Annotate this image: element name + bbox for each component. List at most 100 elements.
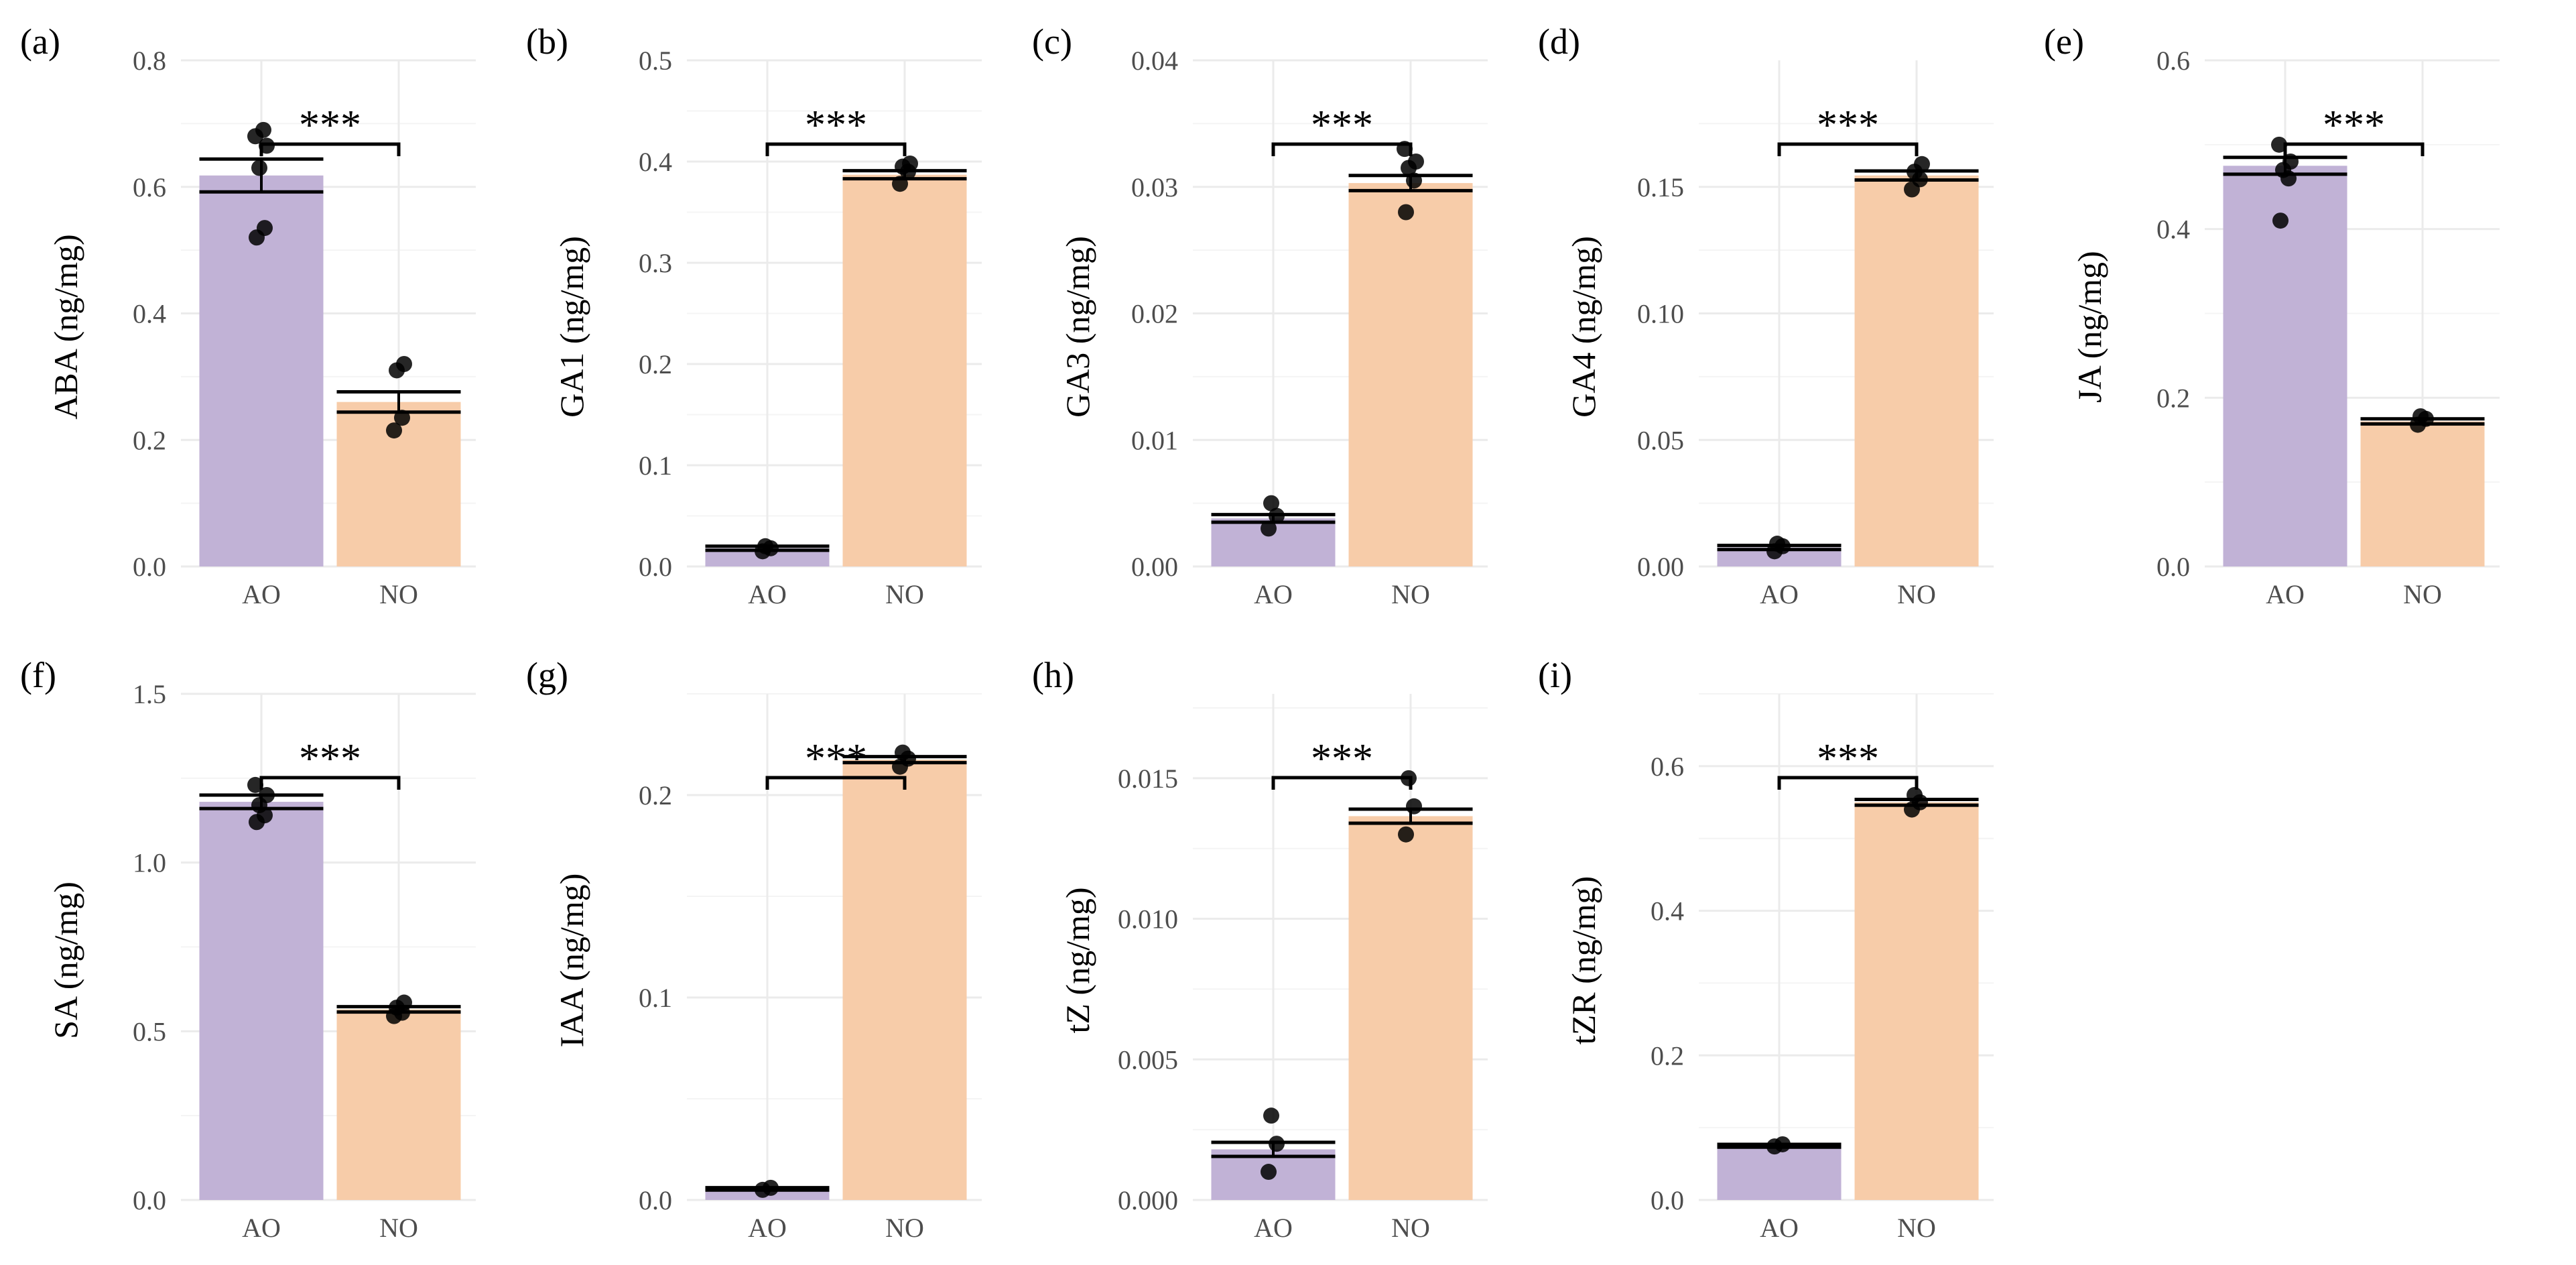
y-tick-label: 0.6 xyxy=(2156,46,2190,76)
data-point xyxy=(247,776,263,793)
y-tick-label: 0.0 xyxy=(2156,552,2190,582)
data-point xyxy=(1406,172,1422,189)
y-tick-label: 0.015 xyxy=(1118,764,1178,794)
y-tick-label: 0.15 xyxy=(1637,172,1684,202)
y-tick-label: 0.6 xyxy=(133,172,166,202)
significance-label: *** xyxy=(1311,103,1373,148)
data-point xyxy=(892,176,908,192)
data-point xyxy=(259,787,275,803)
y-tick-label: 1.0 xyxy=(133,848,166,878)
x-tick-label: NO xyxy=(379,579,418,609)
bar-ao xyxy=(2223,166,2347,566)
data-point xyxy=(1408,154,1424,170)
panel-i: 0.0 0.2 0.4 0.6 AO NO tZR (ng/mg) (i) *** xyxy=(1538,655,1994,1243)
y-axis-title: GA1 (ng/mg) xyxy=(553,236,590,418)
y-tick-label: 0.0 xyxy=(639,1185,672,1215)
y-tick-label: 0.00 xyxy=(1131,552,1178,582)
data-point xyxy=(902,156,918,172)
x-tick-label: NO xyxy=(379,1213,418,1243)
y-tick-label: 0.8 xyxy=(133,46,166,76)
data-point xyxy=(2271,136,2287,153)
data-point xyxy=(1914,156,1930,172)
significance-label: *** xyxy=(299,103,361,148)
x-tick-label: NO xyxy=(885,579,924,609)
data-point xyxy=(895,744,911,761)
data-point xyxy=(1261,520,1277,537)
data-point xyxy=(1769,536,1785,552)
panel-label: (g) xyxy=(526,655,568,695)
y-tick-label: 0.005 xyxy=(1118,1044,1178,1075)
panel-label: (f) xyxy=(20,655,56,695)
data-point xyxy=(757,538,773,554)
bar-no xyxy=(1854,802,1979,1200)
data-point xyxy=(1775,1136,1791,1152)
panel-g: 0.0 0.1 0.2 AO NO IAA (ng/mg) (g) *** xyxy=(526,655,982,1243)
x-tick-label: AO xyxy=(1254,1213,1293,1243)
y-tick-label: 0.4 xyxy=(1651,896,1684,926)
data-point xyxy=(1269,507,1285,524)
y-tick-label: 0.010 xyxy=(1118,904,1178,935)
y-tick-label: 0.3 xyxy=(639,248,672,278)
y-tick-label: 0.2 xyxy=(2156,383,2190,413)
data-point xyxy=(1263,1107,1279,1124)
panel-label: (d) xyxy=(1538,21,1580,62)
x-tick-label: AO xyxy=(1760,579,1799,609)
panel-label: (a) xyxy=(20,21,60,62)
x-tick-label: AO xyxy=(1760,1213,1799,1243)
y-axis-title: IAA (ng/mg) xyxy=(553,874,590,1048)
bar-no xyxy=(336,1009,461,1200)
y-tick-label: 0.0 xyxy=(1651,1185,1684,1215)
y-tick-label: 0.10 xyxy=(1637,299,1684,329)
data-point xyxy=(2282,154,2299,170)
data-point xyxy=(1398,826,1414,843)
y-tick-label: 0.01 xyxy=(1131,425,1178,455)
panel-h: 0.000 0.005 0.010 0.015 AO NO tZ (ng/mg) (h) *** xyxy=(1032,655,1488,1243)
bar-no xyxy=(2360,421,2485,566)
y-tick-label: 0.1 xyxy=(639,450,672,481)
significance-bracket xyxy=(765,142,907,156)
x-tick-label: AO xyxy=(1254,579,1293,609)
x-tick-label: NO xyxy=(885,1213,924,1243)
y-axis-title: tZR (ng/mg) xyxy=(1565,876,1602,1044)
y-tick-label: 0.4 xyxy=(2156,215,2190,245)
x-tick-label: AO xyxy=(748,1213,787,1243)
data-point xyxy=(255,121,271,138)
x-tick-label: AO xyxy=(748,579,787,609)
bar-no xyxy=(1854,175,1979,566)
y-tick-label: 0.1 xyxy=(639,983,672,1013)
significance-label: *** xyxy=(805,736,867,782)
data-point xyxy=(2412,408,2429,425)
panel-f: 0.0 0.5 1.0 1.5 AO NO SA (ng/mg) (f) *** xyxy=(20,655,476,1243)
y-tick-label: 0.6 xyxy=(1651,751,1684,782)
panel-label: (i) xyxy=(1538,655,1572,695)
y-tick-label: 0.04 xyxy=(1131,46,1178,76)
x-tick-label: AO xyxy=(242,1213,281,1243)
x-tick-label: AO xyxy=(2266,579,2305,609)
y-tick-label: 1.5 xyxy=(133,679,166,709)
significance-label: *** xyxy=(299,736,361,782)
y-tick-label: 0.2 xyxy=(1651,1040,1684,1071)
y-axis-title: SA (ng/mg) xyxy=(47,882,84,1039)
significance-label: *** xyxy=(1311,736,1373,782)
significance-bracket xyxy=(2283,142,2425,156)
data-point xyxy=(257,220,273,237)
y-tick-label: 0.0 xyxy=(639,552,672,582)
y-tick-label: 0.2 xyxy=(639,780,672,810)
y-tick-label: 0.0 xyxy=(133,1185,166,1215)
panel-e: 0.0 0.2 0.4 0.6 AO NO JA (ng/mg) (e) *** xyxy=(2044,21,2500,609)
data-point xyxy=(1907,787,1923,803)
y-axis-title: JA (ng/mg) xyxy=(2071,251,2108,402)
y-axis-title: GA3 (ng/mg) xyxy=(1059,236,1096,418)
bar-no xyxy=(842,174,967,566)
x-tick-label: AO xyxy=(242,579,281,609)
x-tick-label: NO xyxy=(2403,579,2442,609)
panel-label: (c) xyxy=(1032,21,1072,62)
significance-label: *** xyxy=(1817,103,1879,148)
y-tick-label: 0.03 xyxy=(1131,172,1178,202)
bar-no xyxy=(842,760,967,1200)
significance-bracket xyxy=(259,142,401,156)
significance-label: *** xyxy=(2323,103,2385,148)
panel-label: (e) xyxy=(2044,21,2084,62)
significance-label: *** xyxy=(1817,736,1879,782)
y-tick-label: 0.4 xyxy=(133,299,166,329)
